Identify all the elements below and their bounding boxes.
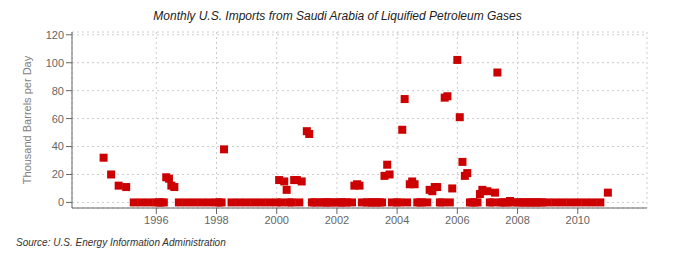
svg-text:2000: 2000 bbox=[264, 214, 288, 226]
svg-text:100: 100 bbox=[46, 57, 64, 69]
html-text:Monthly U.S. Imports from Saud: Monthly U.S. Imports from Saudi Arabia o… bbox=[153, 9, 522, 23]
svg-text:1996: 1996 bbox=[144, 214, 168, 226]
svg-text:0: 0 bbox=[58, 196, 64, 208]
svg-text:2004: 2004 bbox=[385, 214, 409, 226]
svg-text:2010: 2010 bbox=[566, 214, 590, 226]
svg-text:20: 20 bbox=[52, 168, 64, 180]
svg-text:2006: 2006 bbox=[445, 214, 469, 226]
svg-text:40: 40 bbox=[52, 140, 64, 152]
svg-text:120: 120 bbox=[46, 29, 64, 41]
svg-text:2002: 2002 bbox=[325, 214, 349, 226]
svg-text:80: 80 bbox=[52, 85, 64, 97]
svg-text:60: 60 bbox=[52, 113, 64, 125]
svg-text:1998: 1998 bbox=[204, 214, 228, 226]
svg-text:2008: 2008 bbox=[505, 214, 529, 226]
html-text:Source: U.S. Energy Informatio: Source: U.S. Energy Information Administ… bbox=[16, 237, 226, 248]
svg-text:Thousand Barrels per Day: Thousand Barrels per Day bbox=[21, 55, 33, 184]
